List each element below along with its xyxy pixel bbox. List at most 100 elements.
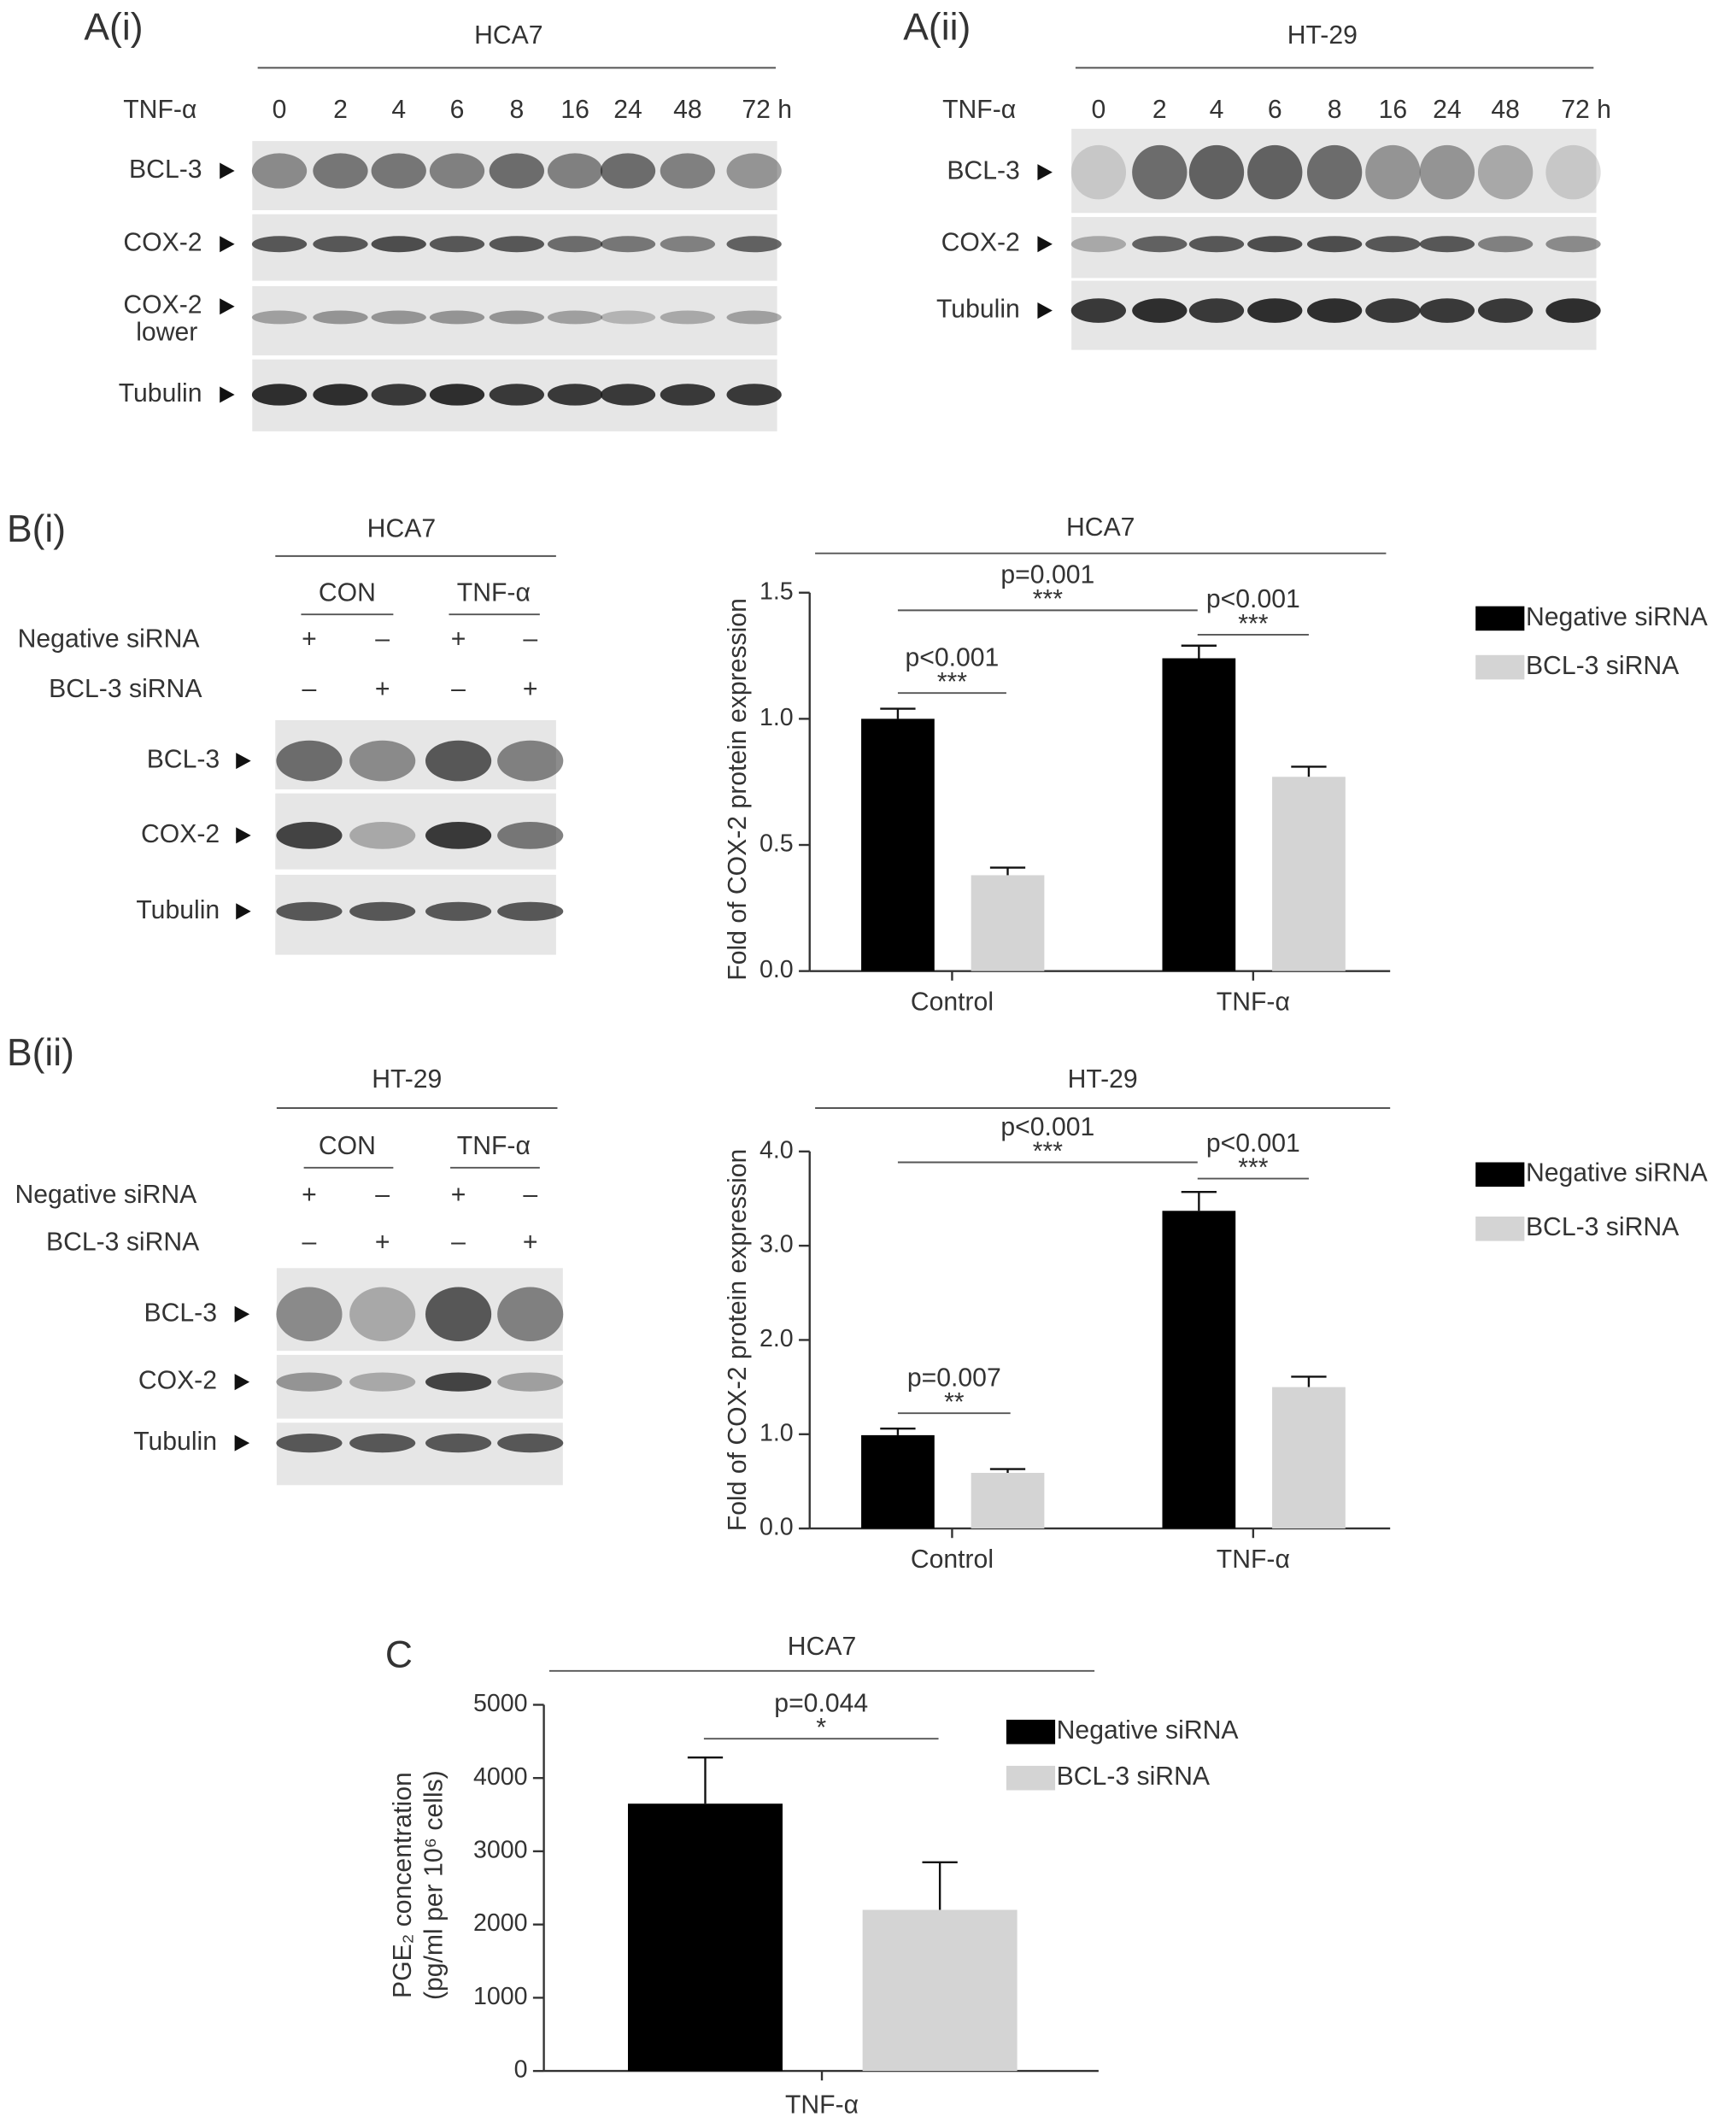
cell-line: HT-29 — [1287, 21, 1358, 50]
band — [1188, 298, 1245, 323]
bar — [971, 875, 1045, 971]
arrow — [220, 162, 235, 179]
bar — [971, 1473, 1045, 1529]
band — [497, 1372, 564, 1392]
treatment-label: TNF-α — [123, 96, 196, 124]
band — [251, 153, 308, 189]
sign: – — [375, 1181, 390, 1209]
band — [1419, 236, 1475, 253]
sign: + — [375, 675, 390, 703]
band — [497, 901, 564, 921]
band — [489, 153, 544, 189]
row-label: BCL-3 — [947, 157, 1019, 185]
y-tick-label: 3000 — [473, 1836, 528, 1863]
band — [1306, 144, 1363, 200]
band — [660, 236, 716, 253]
y-tick-label: 1.0 — [760, 1419, 794, 1446]
blot-strip — [276, 1422, 563, 1486]
sign: + — [451, 1181, 466, 1209]
p-value: p<0.001 — [1206, 585, 1300, 613]
band — [1419, 144, 1475, 200]
row-label: COX-2 — [123, 291, 202, 320]
band — [726, 236, 782, 253]
group-label: CON — [319, 1132, 376, 1160]
sign: – — [523, 1181, 537, 1209]
significance-stars: *** — [1033, 585, 1063, 613]
band — [276, 740, 343, 782]
band — [251, 236, 308, 253]
condition-label: BCL-3 siRNA — [46, 1229, 200, 1257]
lane-label: 48 — [673, 96, 702, 124]
y-tick-label: 2.0 — [760, 1325, 794, 1352]
lane-label: 72 h — [1561, 96, 1611, 124]
y-tick-label: 1000 — [473, 1983, 528, 2010]
treatment-label: TNF-α — [942, 96, 1016, 124]
p-value: p<0.001 — [905, 643, 999, 672]
lane-label: 16 — [1379, 96, 1408, 124]
sign: + — [451, 625, 466, 653]
row-label: Tubulin — [136, 896, 220, 924]
significance-stars: *** — [1033, 1137, 1063, 1165]
p-value: p=0.044 — [774, 1689, 868, 1717]
row-label: Tubulin — [936, 296, 1020, 324]
band — [425, 901, 492, 921]
legend-label: Negative siRNA — [1526, 1159, 1709, 1188]
row-label: BCL-3 — [147, 746, 220, 774]
sign: + — [302, 1181, 317, 1209]
band — [489, 310, 544, 325]
sign: + — [375, 1229, 390, 1257]
lane-label: 48 — [1491, 96, 1520, 124]
condition-label: Negative siRNA — [15, 1181, 197, 1209]
blot-strip — [276, 1354, 563, 1419]
lane-label: 72 h — [742, 96, 792, 124]
band — [371, 310, 426, 325]
band — [276, 1287, 343, 1342]
x-tick-label: Control — [911, 988, 994, 1017]
band — [1070, 236, 1127, 253]
band — [349, 1287, 416, 1342]
y-axis-label: Fold of COX-2 protein expression — [724, 598, 752, 981]
legend-swatch — [1475, 606, 1525, 631]
legend-swatch — [1006, 1719, 1056, 1745]
bar — [1162, 1211, 1236, 1529]
arrow — [220, 298, 235, 315]
band — [425, 1287, 492, 1342]
arrow — [1037, 236, 1053, 253]
cell-line: HT-29 — [372, 1065, 442, 1094]
band — [1477, 298, 1534, 323]
arrow — [236, 827, 251, 844]
band — [600, 384, 656, 406]
arrow — [220, 386, 235, 403]
x-tick-label: TNF-α — [1217, 1545, 1290, 1574]
band — [425, 1372, 492, 1392]
arrow — [234, 1434, 250, 1451]
bar — [862, 1909, 1018, 2072]
legend-swatch — [1475, 654, 1525, 680]
y-axis-label: Fold of COX-2 protein expression — [724, 1149, 752, 1532]
significance-stars: * — [816, 1714, 826, 1742]
band — [1545, 236, 1601, 253]
band — [1365, 144, 1421, 200]
sign: – — [375, 625, 390, 653]
arrow — [1037, 164, 1053, 181]
band — [1070, 298, 1127, 323]
band — [371, 236, 426, 253]
y-axis-label: PGE₂ concentration — [389, 1772, 417, 1998]
band — [251, 384, 308, 406]
legend-label: BCL-3 siRNA — [1526, 652, 1680, 680]
sign: + — [523, 675, 538, 703]
sign: + — [302, 625, 317, 653]
y-tick-label: 0 — [514, 2056, 528, 2084]
row-label: COX-2 — [941, 229, 1020, 257]
panel-label: B(ii) — [7, 1032, 74, 1074]
panel-label: C — [385, 1634, 413, 1676]
band — [349, 1372, 416, 1392]
sign: – — [523, 625, 537, 653]
lane-label: 6 — [450, 96, 465, 124]
legend-label: Negative siRNA — [1057, 1716, 1240, 1745]
band — [547, 384, 603, 406]
band — [1545, 298, 1601, 323]
band — [726, 310, 782, 325]
cell-line: HCA7 — [367, 515, 436, 543]
